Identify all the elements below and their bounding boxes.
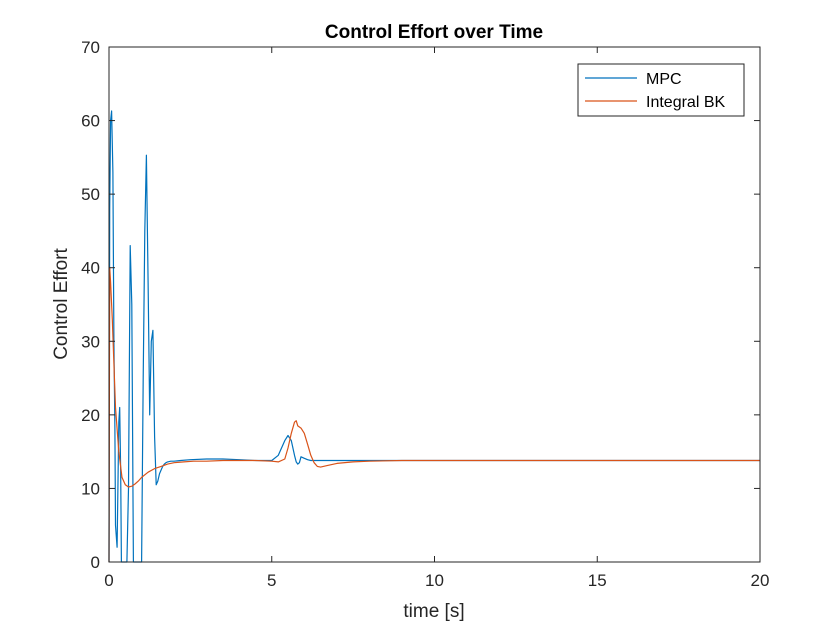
y-tick-label: 50: [81, 185, 100, 204]
x-tick-label: 20: [751, 571, 770, 590]
series-layer: [108, 110, 760, 563]
series-line-integral-bk: [108, 267, 760, 563]
y-axis-label: Control Effort: [51, 247, 72, 359]
y-tick-label: 30: [81, 332, 100, 351]
x-tick-label: 5: [267, 571, 276, 590]
x-tick-label: 10: [425, 571, 444, 590]
y-tick-label: 60: [81, 112, 100, 131]
y-tick-label: 20: [81, 406, 100, 425]
x-tick-label: 0: [104, 571, 113, 590]
legend-box: [577, 63, 745, 117]
y-tick-label: 0: [91, 553, 100, 572]
legend-label-integral-bk: Integral BK: [646, 94, 725, 111]
x-tick-label: 15: [588, 571, 607, 590]
legend: MPC Integral BK: [577, 63, 745, 117]
y-tick-label: 40: [81, 259, 100, 278]
y-tick-label: 10: [81, 479, 100, 498]
chart-title: Control Effort over Time: [325, 22, 543, 43]
y-axis: 0 10 20 30 40 50 60 70: [81, 38, 760, 572]
y-tick-label: 70: [81, 38, 100, 57]
plot-area: [109, 47, 760, 562]
legend-label-mpc: MPC: [646, 71, 682, 88]
x-axis: 0 5 10 15 20: [104, 47, 769, 590]
series-line-mpc: [108, 110, 760, 563]
x-axis-label: time [s]: [403, 601, 464, 622]
